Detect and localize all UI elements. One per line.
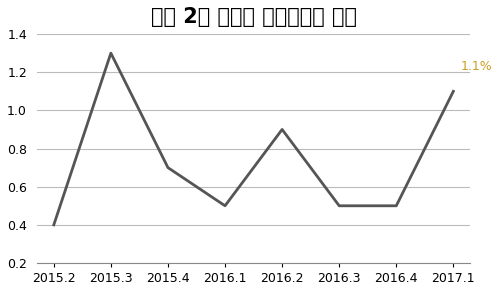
Title: 최근 2년 분기별 경제성장률 추이: 최근 2년 분기별 경제성장률 추이 xyxy=(150,7,356,27)
Text: 1.1%: 1.1% xyxy=(460,60,492,73)
